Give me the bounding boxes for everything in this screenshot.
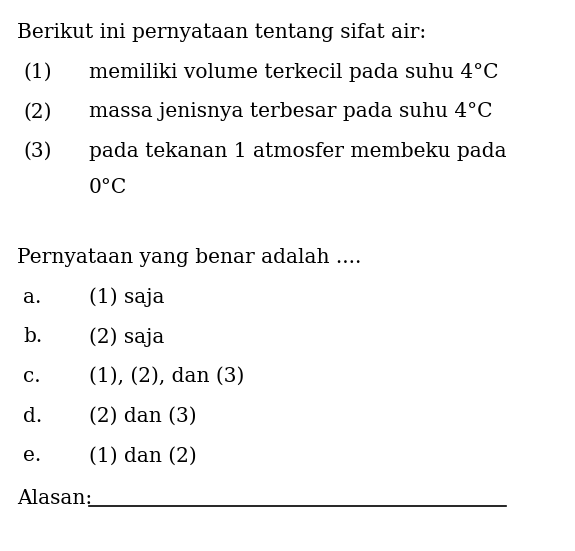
Text: massa jenisnya terbesar pada suhu 4°C: massa jenisnya terbesar pada suhu 4°C (89, 102, 493, 121)
Text: (1) saja: (1) saja (89, 288, 164, 307)
Text: c.: c. (23, 367, 41, 386)
Text: Alasan:: Alasan: (17, 489, 93, 507)
Text: pada tekanan 1 atmosfer membeku pada: pada tekanan 1 atmosfer membeku pada (89, 142, 507, 161)
Text: (3): (3) (23, 142, 52, 161)
Text: (1), (2), dan (3): (1), (2), dan (3) (89, 367, 244, 386)
Text: e.: e. (23, 446, 41, 465)
Text: (2) saja: (2) saja (89, 327, 164, 347)
Text: (2): (2) (23, 102, 52, 121)
Text: (2) dan (3): (2) dan (3) (89, 407, 197, 425)
Text: (1): (1) (23, 63, 52, 82)
Text: memiliki volume terkecil pada suhu 4°C: memiliki volume terkecil pada suhu 4°C (89, 63, 499, 82)
Text: Pernyataan yang benar adalah ....: Pernyataan yang benar adalah .... (17, 248, 362, 267)
Text: d.: d. (23, 407, 42, 425)
Text: 0°C: 0°C (89, 178, 128, 197)
Text: b.: b. (23, 327, 42, 346)
Text: (1) dan (2): (1) dan (2) (89, 446, 197, 465)
Text: a.: a. (23, 288, 41, 306)
Text: Berikut ini pernyataan tentang sifat air:: Berikut ini pernyataan tentang sifat air… (17, 23, 427, 42)
